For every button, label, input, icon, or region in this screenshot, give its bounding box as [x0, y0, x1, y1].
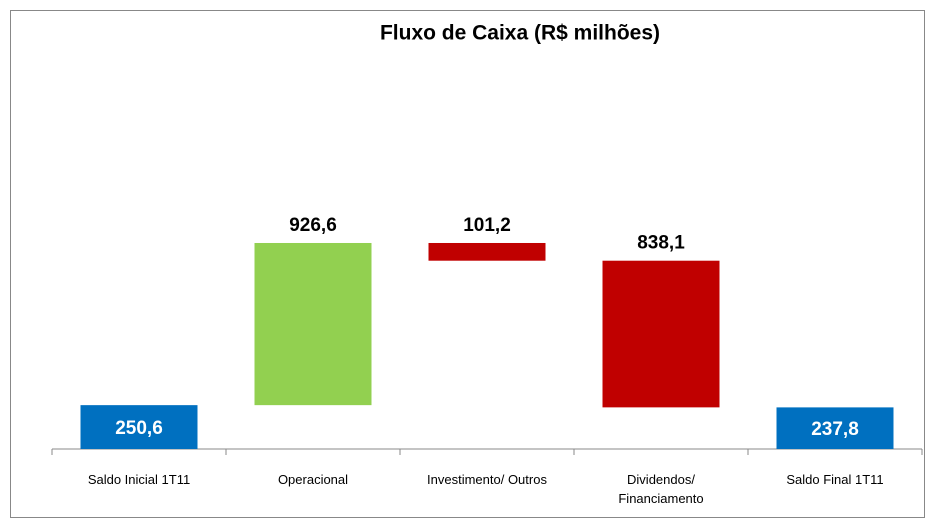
value-label: 926,6	[289, 215, 337, 236]
chart-title: Fluxo de Caixa (R$ milhões)	[380, 22, 660, 45]
x-tick-label: Saldo Inicial 1T11	[87, 472, 191, 487]
x-tick-label: Saldo Final 1T11	[786, 472, 884, 487]
x-tick-label: Dividendos/ Financiamento	[618, 472, 704, 506]
bar	[428, 242, 546, 261]
value-label: 250,6	[115, 418, 163, 439]
bar	[602, 260, 720, 408]
value-label: 237,8	[811, 419, 859, 440]
bar	[776, 407, 894, 449]
x-tick-label: Investimento/ Outros	[427, 472, 547, 487]
value-label: 838,1	[637, 233, 685, 254]
bar	[80, 405, 198, 449]
value-label: 101,2	[463, 215, 511, 236]
bar	[254, 242, 372, 406]
x-tick-label: Operacional	[277, 472, 349, 487]
